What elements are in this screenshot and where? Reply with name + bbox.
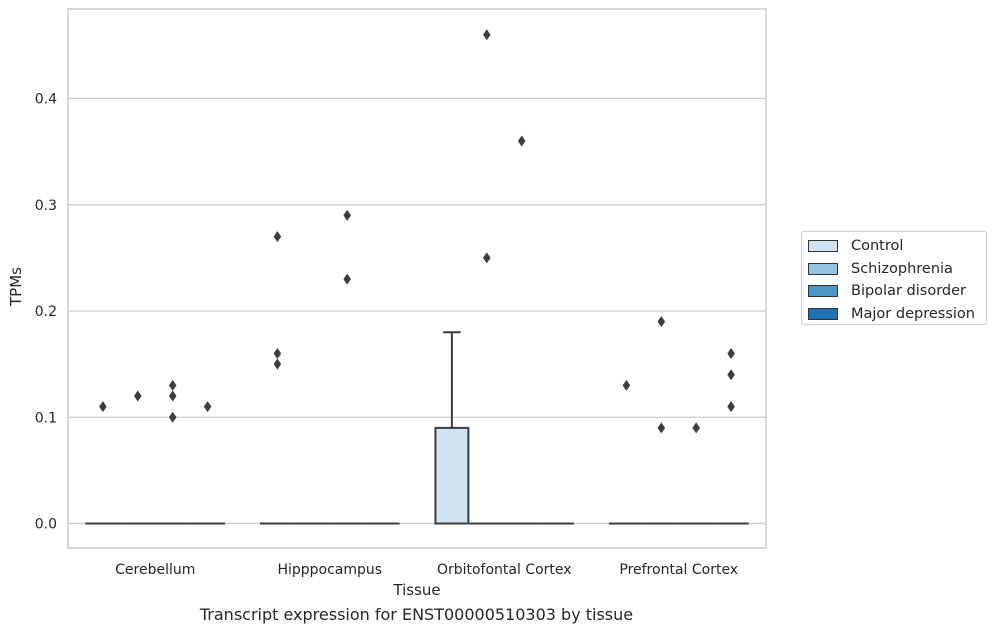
outlier-point xyxy=(657,316,666,328)
box-bipolar-disorder xyxy=(504,135,540,525)
box-bipolar-disorder xyxy=(329,209,365,525)
legend-label: Major depression xyxy=(851,305,975,322)
box-schizophrenia xyxy=(469,29,505,525)
legend-item: Control xyxy=(808,235,986,258)
outlier-point xyxy=(168,411,177,423)
outlier-point xyxy=(517,135,526,147)
outlier-point xyxy=(727,369,735,381)
legend-item: Major depression xyxy=(808,303,986,326)
outlier-point xyxy=(727,348,735,359)
legend-swatch xyxy=(808,285,838,298)
box-control xyxy=(608,379,644,525)
outlier-point xyxy=(483,252,491,264)
outlier-point xyxy=(692,422,700,434)
legend-swatch xyxy=(808,262,838,275)
x-axis-ticks: Cerebellum Hipppocampus Orbitofontal Corte… xyxy=(115,562,738,578)
outlier-point xyxy=(622,379,631,391)
y-tick-label: 0.4 xyxy=(35,92,57,108)
legend-item: Schizophrenia xyxy=(808,258,986,281)
y-tick-label: 0.1 xyxy=(35,410,57,426)
legend-swatch xyxy=(808,240,838,253)
y-tick-label: 0.3 xyxy=(35,198,57,214)
box-control xyxy=(434,331,470,525)
box-schizophrenia xyxy=(120,390,156,525)
legend-label: Schizophrenia xyxy=(851,260,953,277)
x-tick-label: Orbitofontal Cortex xyxy=(437,562,572,578)
box-bipolar-disorder xyxy=(678,422,714,525)
outlier-point xyxy=(168,390,177,402)
outlier-point xyxy=(99,401,107,413)
outlier-point xyxy=(273,358,282,370)
legend-label: Bipolar disorder xyxy=(851,283,966,300)
box-control xyxy=(259,231,295,525)
plot-frame xyxy=(67,8,767,549)
y-axis-label: TPMs xyxy=(7,267,25,307)
outlier-point xyxy=(203,401,212,413)
box-major-depression xyxy=(713,348,749,525)
y-tick-label: 0.0 xyxy=(35,517,57,533)
outlier-point xyxy=(273,348,282,359)
y-tick-label: 0.2 xyxy=(35,304,57,320)
box-bipolar-disorder xyxy=(155,379,191,525)
legend-label: Control xyxy=(851,238,904,255)
outlier-point xyxy=(343,209,351,221)
legend-swatch xyxy=(808,307,838,320)
outlier-point xyxy=(727,401,735,413)
outlier-point xyxy=(168,379,177,391)
outlier-point xyxy=(483,29,491,41)
outlier-point xyxy=(273,231,282,243)
x-tick-label: Hipppocampus xyxy=(277,562,382,578)
box-schizophrenia xyxy=(643,316,679,525)
gridlines xyxy=(68,97,766,525)
legend: Control Schizophrenia Bipolar disorder Majo… xyxy=(801,231,987,325)
x-axis-label: Tissue xyxy=(392,581,440,599)
box-series xyxy=(85,29,749,525)
x-tick-label: Cerebellum xyxy=(115,562,195,578)
outlier-point xyxy=(343,273,351,285)
chart-caption: Transcript expression for ENST0000051030… xyxy=(199,605,634,624)
outlier-point xyxy=(134,390,142,402)
box xyxy=(434,426,470,525)
legend-item: Bipolar disorder xyxy=(808,280,986,303)
y-axis-ticks: 0.0 0.1 0.2 0.3 0.4 xyxy=(35,92,57,533)
x-tick-label: Prefrontal Cortex xyxy=(619,562,738,578)
box-major-depression xyxy=(190,401,226,525)
outlier-point xyxy=(657,422,666,434)
box-control xyxy=(85,401,121,525)
